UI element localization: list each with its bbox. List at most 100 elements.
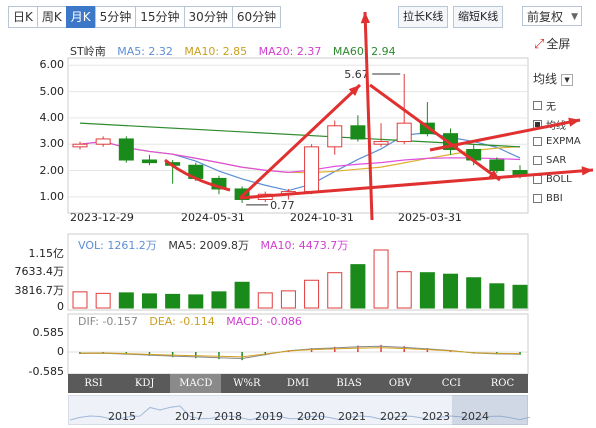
period-tab[interactable]: 15分钟 (135, 6, 184, 28)
shorten-kline-button[interactable]: 缩短K线 (453, 6, 504, 28)
vol-ma10-label: MA10: 4473.7万 (260, 239, 349, 252)
vol-label: VOL: 1261.2万 (78, 239, 157, 252)
stretch-kline-button[interactable]: 拉长K线 (398, 6, 449, 28)
volume-bar (72, 291, 88, 309)
volume-bar (118, 292, 134, 309)
volume-bar (188, 294, 204, 309)
price-panel-frame (67, 57, 529, 214)
adjust-select[interactable]: 前复权 ▼ (522, 6, 582, 26)
adjust-select-value: 前复权 (527, 10, 564, 24)
overlay-option-label: SAR (546, 155, 567, 166)
candle-body (327, 125, 343, 148)
chevron-down-icon: ▼ (571, 12, 578, 22)
price-tick: 6.00 (39, 58, 65, 72)
overlay-arrow-rise-head (348, 85, 360, 96)
volume-bar (165, 293, 181, 309)
fullscreen-button[interactable]: ⤢ 全屏 (534, 35, 570, 52)
candle-body (304, 146, 320, 193)
period-tab[interactable]: 60分钟 (231, 6, 282, 28)
overlay-arrow-right-head (581, 166, 593, 176)
volume-bar (257, 292, 273, 309)
volume-bar (141, 293, 157, 309)
overlay-option[interactable]: 无 (533, 98, 556, 113)
period-tab[interactable]: 月K (65, 6, 95, 28)
candle-body (350, 125, 366, 140)
overlay-option[interactable]: BBI (533, 193, 563, 204)
candle-body (95, 138, 111, 145)
checkbox-icon[interactable] (533, 194, 542, 203)
volume-tick: 3816.7万 (14, 284, 65, 297)
indicator-tab[interactable]: DMI (286, 378, 310, 389)
indicator-tab[interactable]: BIAS (336, 378, 362, 389)
overlay-arrow-up-head (360, 12, 371, 24)
indicator-tab[interactable]: KDJ (134, 378, 155, 389)
volume-tick: 0 (57, 300, 64, 313)
volume-bar (211, 291, 227, 309)
ma20-label: MA20: 2.37 (258, 45, 322, 58)
stock-name: ST岭南 (70, 45, 106, 58)
volume-panel-frame (67, 233, 529, 311)
date-tick: 2025-03-31 (398, 211, 462, 224)
date-tick: 2024-10-31 (290, 211, 354, 224)
chevron-down-icon: ▼ (561, 74, 574, 86)
volume-bar (443, 273, 459, 309)
overlay-option-label: EXPMA (546, 136, 581, 147)
low-annotation: 0.77 (270, 199, 295, 212)
overlay-curve (164, 158, 231, 192)
candle-body (373, 141, 389, 145)
navigator-year: 2022 (380, 410, 408, 423)
checkbox-icon[interactable] (533, 156, 542, 165)
volume-bar (466, 277, 482, 309)
volume-bar (373, 249, 389, 309)
price-tick: 1.00 (39, 189, 65, 203)
overlay-arrow-right (239, 168, 594, 200)
indicator-tab[interactable]: OBV (388, 378, 412, 389)
indicator-tab[interactable]: RSI (84, 378, 103, 389)
navigator-year: 2015 (108, 410, 136, 423)
volume-bar (350, 264, 366, 309)
volume-bar (512, 284, 528, 309)
period-tab[interactable]: 5分钟 (94, 6, 136, 28)
candle-body (118, 138, 134, 161)
high-annotation: 5.67 (344, 68, 369, 81)
macd-tick: -0.585 (28, 365, 64, 378)
price-tick: 2.00 (39, 163, 65, 177)
expand-icon: ⤢ (534, 37, 545, 52)
overlay-arrow-rise (238, 83, 362, 200)
overlay-arrow-ma-head (568, 117, 580, 127)
volume-bar (234, 281, 250, 309)
checkbox-icon[interactable] (533, 137, 542, 146)
period-tab[interactable]: 周K (36, 6, 66, 28)
dea-label: DEA: -0.114 (149, 315, 215, 328)
indicator-tab[interactable]: W%R (233, 378, 261, 389)
volume-bar (489, 283, 505, 309)
period-tab[interactable]: 30分钟 (183, 6, 232, 28)
overlay-option[interactable]: SAR (533, 155, 566, 166)
ma60-label: MA60: 2.94 (332, 45, 396, 58)
overlay-option[interactable]: EXPMA (533, 136, 581, 147)
overlay-option-label: 均线 (546, 121, 566, 132)
volume-bar (304, 279, 320, 309)
period-tabs: 日K 周K 月K 5分钟 15分钟 30分钟 60分钟 (8, 6, 282, 28)
period-tab[interactable]: 日K (8, 6, 37, 28)
price-tick: 4.00 (39, 110, 65, 124)
navigator-year: 2023 (422, 410, 450, 423)
indicator-tab[interactable]: MACD (170, 374, 222, 393)
price-tick: 3.00 (39, 137, 65, 151)
volume-bar (396, 271, 412, 309)
indicator-tabs: RSI KDJ MACD W%R DMI BIAS OBV CCI ROC (68, 374, 528, 393)
checkbox-icon[interactable] (533, 101, 542, 110)
navigator-year: 2018 (214, 410, 242, 423)
indicator-tab[interactable]: ROC (490, 378, 515, 389)
ma5-label: MA5: 2.32 (117, 45, 173, 58)
ma-type-select[interactable]: 均线 ▼ (533, 70, 574, 87)
date-tick: 2024-05-31 (181, 211, 245, 224)
indicator-tab[interactable]: CCI (441, 378, 461, 389)
volume-bar (327, 272, 343, 309)
ma-type-label: 均线 (533, 72, 558, 86)
overlay-option-label: BBI (546, 193, 563, 204)
overlay-option-label: 无 (546, 102, 556, 113)
ma20-line (79, 140, 521, 173)
dea-line (79, 347, 521, 358)
